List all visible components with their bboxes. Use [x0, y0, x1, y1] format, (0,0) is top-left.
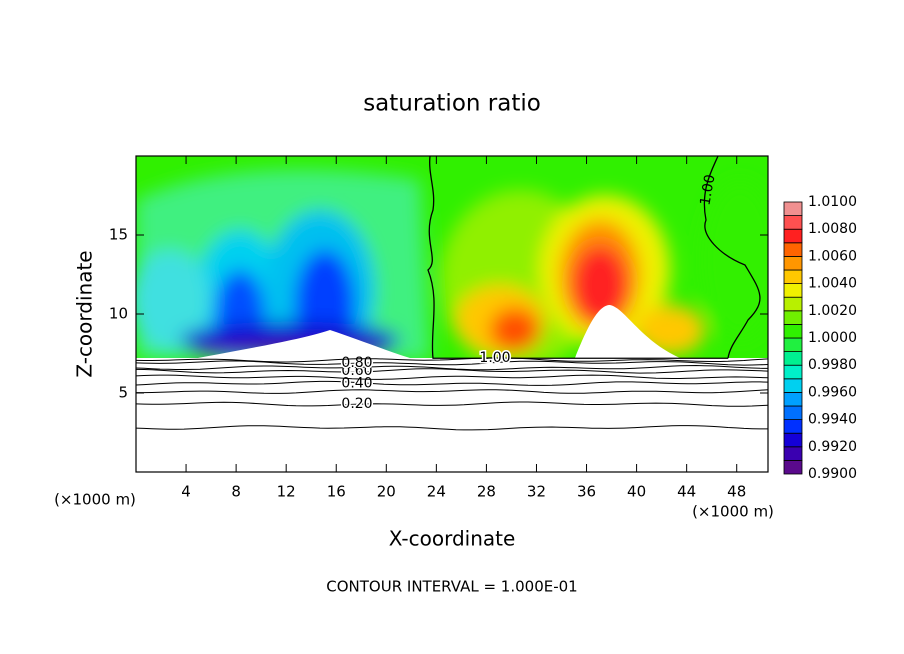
contour-line — [135, 364, 769, 371]
contour-line — [135, 401, 769, 407]
x-axis-label: X-coordinate — [389, 527, 516, 551]
colorbar-box — [783, 242, 803, 257]
colorbar-box — [783, 215, 803, 230]
blob — [136, 250, 210, 350]
colorbar-box — [783, 351, 803, 366]
colorbar-box — [783, 364, 803, 380]
colorbar-label: 1.0020 — [808, 303, 857, 319]
y-tick-label: 10 — [109, 305, 128, 323]
y-axis-label: Z-coordinate — [73, 250, 97, 377]
contour-label: 1.00 — [479, 350, 510, 366]
x-tick-label: 12 — [277, 483, 296, 501]
colorbar-box — [783, 391, 803, 407]
colorbar-box — [783, 228, 803, 244]
colorbar-label: 0.9960 — [808, 384, 857, 400]
colorbar-label: 1.0000 — [808, 330, 857, 346]
contour-label: 0.80 — [341, 355, 372, 371]
colorbar-label: 0.9920 — [808, 439, 857, 455]
x-tick-label: 28 — [477, 483, 496, 501]
contour-label: 0.20 — [341, 396, 372, 412]
x-tick-label: 40 — [627, 483, 646, 501]
contour-line — [135, 380, 769, 386]
x-tick-label: 8 — [231, 483, 241, 501]
blob — [490, 308, 540, 352]
field — [136, 156, 768, 358]
colorbar-box — [783, 446, 803, 461]
colorbar-label: 1.0080 — [808, 221, 857, 237]
x-tick-label: 4 — [181, 483, 191, 501]
x-tick-label: 48 — [727, 483, 746, 501]
x-tick-label: 44 — [677, 483, 696, 501]
x-tick-label: 36 — [577, 483, 596, 501]
x-tick-label: 32 — [527, 483, 546, 501]
colorbar-label: 1.0040 — [808, 276, 857, 292]
layer: 0.200.400.600.80 1.001.004 8 12 16 20 24 28 32 36… — [109, 155, 857, 501]
colorbar-box — [783, 323, 803, 339]
colorbar-label: 0.9980 — [808, 357, 857, 373]
colorbar-label: 0.9940 — [808, 412, 857, 428]
colorbar-box — [783, 296, 803, 312]
contour-line — [135, 357, 769, 363]
colorbar-box — [783, 419, 803, 434]
blob-high — [575, 305, 680, 358]
blob — [572, 245, 628, 325]
contour-line — [427, 155, 761, 359]
colorbar-box — [783, 310, 803, 325]
contour-line — [135, 374, 769, 380]
colorbar-box — [783, 432, 803, 448]
x-unit: (×1000 m) — [54, 491, 136, 509]
colorbar-box — [783, 459, 803, 475]
colorbar-box — [783, 255, 803, 271]
colorbar-box — [783, 337, 803, 353]
x-tick-label: 20 — [377, 483, 396, 501]
footer: CONTOUR INTERVAL = 1.000E-01 — [326, 578, 577, 596]
x-unit: (×1000 m) — [692, 503, 774, 521]
contour-label: 1.00 — [697, 173, 718, 206]
contour-line — [136, 389, 769, 394]
ground — [136, 358, 768, 472]
x-tick-label: 24 — [427, 483, 446, 501]
x-tick-label: 16 — [327, 483, 346, 501]
colorbar-box — [783, 269, 803, 284]
colorbar-label: 1.0060 — [808, 248, 857, 264]
blob-high — [198, 330, 410, 358]
colorbar-box — [783, 283, 803, 298]
contour-line — [135, 360, 769, 366]
colorbar-box — [783, 405, 803, 421]
colorbar-box — [783, 378, 803, 393]
plot-frame — [135, 155, 769, 473]
colorbar-label: 1.0100 — [808, 194, 857, 210]
colorbar-box — [783, 201, 803, 217]
colorbar-label: 0.9900 — [808, 466, 857, 482]
chart-title: saturation ratio — [363, 91, 541, 117]
y-tick-label: 15 — [109, 226, 128, 244]
contour-line — [135, 425, 768, 431]
y-tick-label: 5 — [118, 384, 128, 402]
